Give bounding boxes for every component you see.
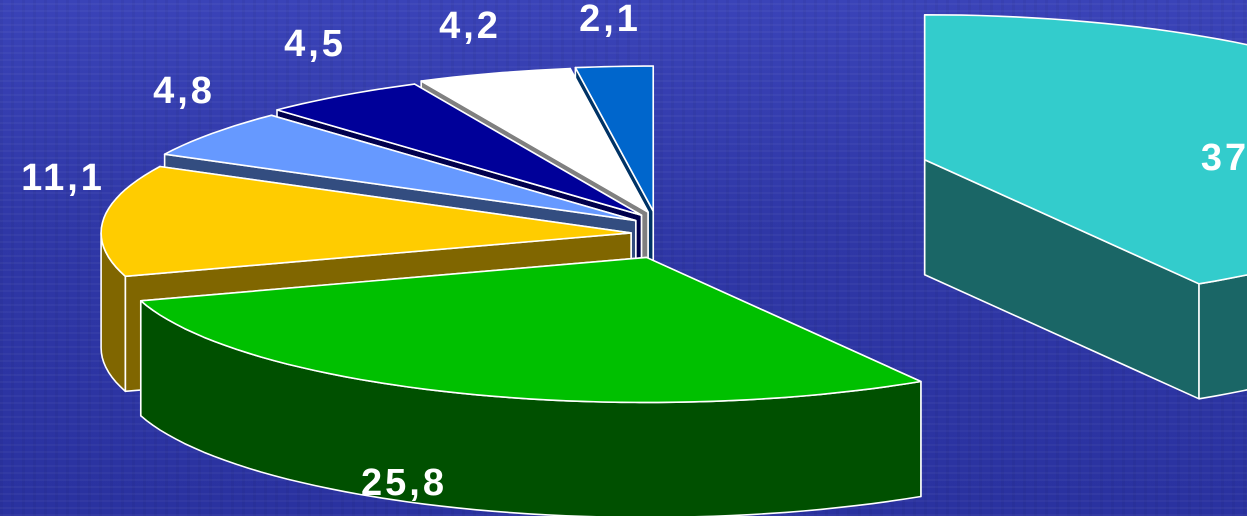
pie-data-label: 2,1 [579,0,641,40]
pie-data-label: 25,8 [361,462,447,504]
pie-labels: 37 25,8 11,1 4,8 4,5 4,2 2,1 [21,0,1247,504]
pie-data-label: 4,2 [439,5,501,47]
pie-slice [139,256,922,516]
pie-data-label: 37 [1201,137,1247,179]
pie-data-label: 4,8 [153,70,215,112]
pie-slice-side [1198,274,1247,400]
pie-slice [923,13,1247,400]
pie-slice-top [163,114,637,222]
pie-data-label: 11,1 [21,157,105,199]
pie-data-label: 4,5 [284,23,346,65]
pie-slice-top [100,165,632,278]
pie-slices [100,13,1247,516]
pie-slice-top [574,65,655,212]
pie-slice-top [420,67,649,213]
pie-slice-top [276,83,643,216]
pie-slice-top [140,256,922,404]
pie-slice-top [923,14,1247,285]
